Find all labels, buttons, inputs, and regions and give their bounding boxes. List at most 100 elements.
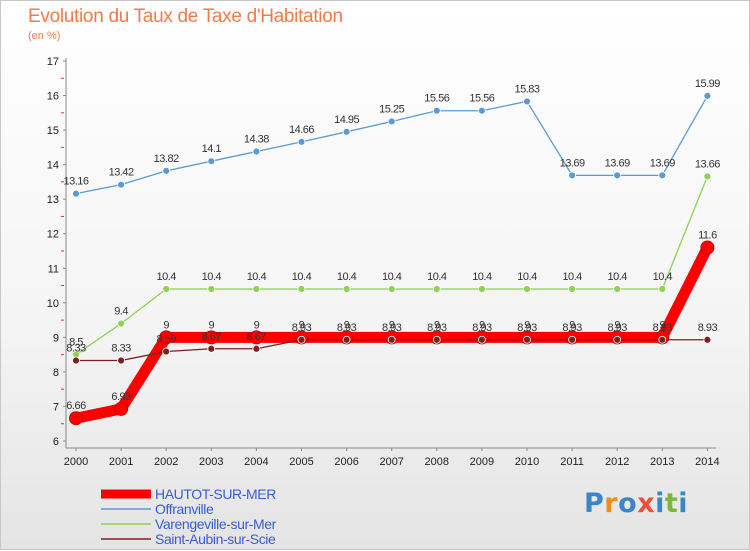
data-point-s2-7	[387, 285, 396, 293]
data-label-s3-12: 8.93	[607, 322, 627, 334]
data-label-s1-11: 13.69	[560, 157, 585, 169]
x-tick-label: 2007	[379, 456, 403, 468]
y-tick-label: 15	[47, 125, 59, 137]
data-point-s2-2	[162, 285, 171, 293]
data-label-s3-7: 8.93	[382, 322, 402, 334]
data-label-s1-5: 14.66	[289, 124, 314, 136]
data-point-s2-4	[252, 285, 261, 293]
data-point-s1-6	[342, 127, 351, 136]
data-label-s3-4: 8.67	[247, 331, 267, 343]
data-point-s1-0	[72, 189, 80, 198]
logo-letter: o	[618, 488, 638, 519]
data-point-s1-1	[117, 180, 125, 189]
data-label-s2-2: 10.4	[156, 271, 176, 283]
data-label-s3-9: 8.93	[472, 322, 492, 334]
x-tick-label: 2000	[64, 456, 88, 468]
data-point-s3-11	[568, 335, 576, 344]
data-label-s2-4: 10.4	[247, 271, 267, 283]
data-label-s1-14: 15.99	[695, 78, 720, 90]
logo-letter: x	[637, 488, 656, 519]
data-point-s2-13	[658, 285, 667, 293]
y-tick-label: 13	[47, 194, 59, 206]
data-point-s0-14	[700, 240, 715, 255]
x-tick-label: 2001	[109, 456, 133, 468]
data-label-s3-13: 8.93	[653, 322, 673, 334]
data-point-s1-7	[387, 117, 396, 126]
data-point-s3-6	[342, 335, 351, 344]
data-label-s0-13: 9	[659, 319, 665, 331]
data-label-s0-6: 9	[344, 319, 350, 331]
data-point-s1-3	[207, 157, 216, 166]
data-point-s1-5	[297, 137, 306, 146]
data-label-s1-3: 14.1	[202, 143, 222, 155]
x-tick-label: 2003	[199, 456, 223, 468]
data-label-s1-4: 14.38	[244, 134, 269, 146]
data-label-s0-7: 9	[389, 319, 395, 331]
data-label-s2-6: 10.4	[337, 271, 357, 283]
data-label-s0-2: 9	[163, 319, 169, 331]
x-tick-label: 2010	[515, 456, 539, 468]
y-tick-label: 10	[47, 298, 59, 310]
data-label-s0-1: 6.93	[111, 391, 131, 403]
y-tick-label: 6	[53, 436, 59, 448]
data-label-s0-11: 9	[569, 319, 575, 331]
data-point-s3-0	[72, 356, 80, 365]
data-label-s1-2: 13.82	[154, 153, 179, 165]
data-point-s3-7	[387, 335, 396, 344]
data-label-s3-11: 8.93	[562, 322, 582, 334]
data-point-s2-6	[342, 285, 351, 293]
legend-label-1: Offranville	[155, 501, 214, 517]
data-label-s1-0: 13.16	[63, 176, 88, 188]
x-tick-label: 2012	[605, 456, 629, 468]
data-label-s3-8: 8.93	[427, 322, 447, 334]
data-label-s3-2: 8.59	[156, 334, 176, 346]
logo-letter: r	[604, 488, 619, 519]
data-label-s2-7: 10.4	[382, 271, 402, 283]
data-point-s0-2	[159, 330, 174, 345]
data-label-s0-4: 9	[254, 319, 260, 331]
data-point-s2-9	[477, 285, 486, 293]
proxiti-logo: Proxiti	[584, 488, 688, 519]
data-label-s2-10: 10.4	[517, 271, 537, 283]
data-label-s0-5: 9	[299, 319, 305, 331]
data-point-s3-4	[252, 344, 261, 353]
data-label-s2-14: 13.66	[695, 158, 720, 170]
data-point-s3-12	[613, 335, 622, 344]
data-label-s3-1: 8.33	[111, 343, 131, 355]
data-point-s3-10	[523, 335, 531, 344]
legend-label-2: Varengeville-sur-Mer	[155, 516, 277, 532]
data-point-s1-13	[658, 171, 667, 180]
data-point-s3-3	[207, 344, 216, 353]
data-point-s2-12	[613, 285, 622, 293]
y-tick-label: 17	[47, 56, 59, 68]
legend-label-0: HAUTOT-SUR-MER	[155, 486, 276, 502]
data-point-s1-14	[703, 91, 712, 100]
data-label-s1-7: 15.25	[379, 103, 404, 115]
data-point-s0-1	[114, 401, 129, 416]
data-label-s3-14: 8.93	[698, 322, 718, 334]
data-point-s1-8	[432, 106, 441, 115]
data-point-s3-13	[658, 335, 667, 344]
data-point-s3-5	[297, 335, 306, 344]
data-label-s3-0: 8.33	[66, 343, 86, 355]
data-label-s2-5: 10.4	[292, 271, 312, 283]
data-point-s2-10	[523, 285, 531, 293]
data-label-s2-0: 8.5	[69, 337, 83, 349]
x-tick-label: 2002	[154, 456, 178, 468]
data-label-s3-6: 8.93	[337, 322, 357, 334]
data-point-s0-0	[69, 411, 83, 426]
x-tick-label: 2011	[560, 456, 584, 468]
data-label-s3-5: 8.93	[292, 322, 312, 334]
data-point-s2-8	[432, 285, 441, 293]
logo-letter: i	[678, 488, 689, 519]
x-tick-label: 2014	[695, 456, 719, 468]
data-label-s1-6: 14.95	[334, 114, 359, 126]
x-tick-label: 2008	[425, 456, 449, 468]
legend-label-3: Saint-Aubin-sur-Scie	[155, 531, 276, 547]
data-label-s0-0: 6.66	[66, 400, 86, 412]
logo-letter: t	[664, 488, 679, 519]
data-point-s2-5	[297, 285, 306, 293]
chart-title: Evolution du Taux de Taxe d'Habitation	[28, 6, 343, 27]
